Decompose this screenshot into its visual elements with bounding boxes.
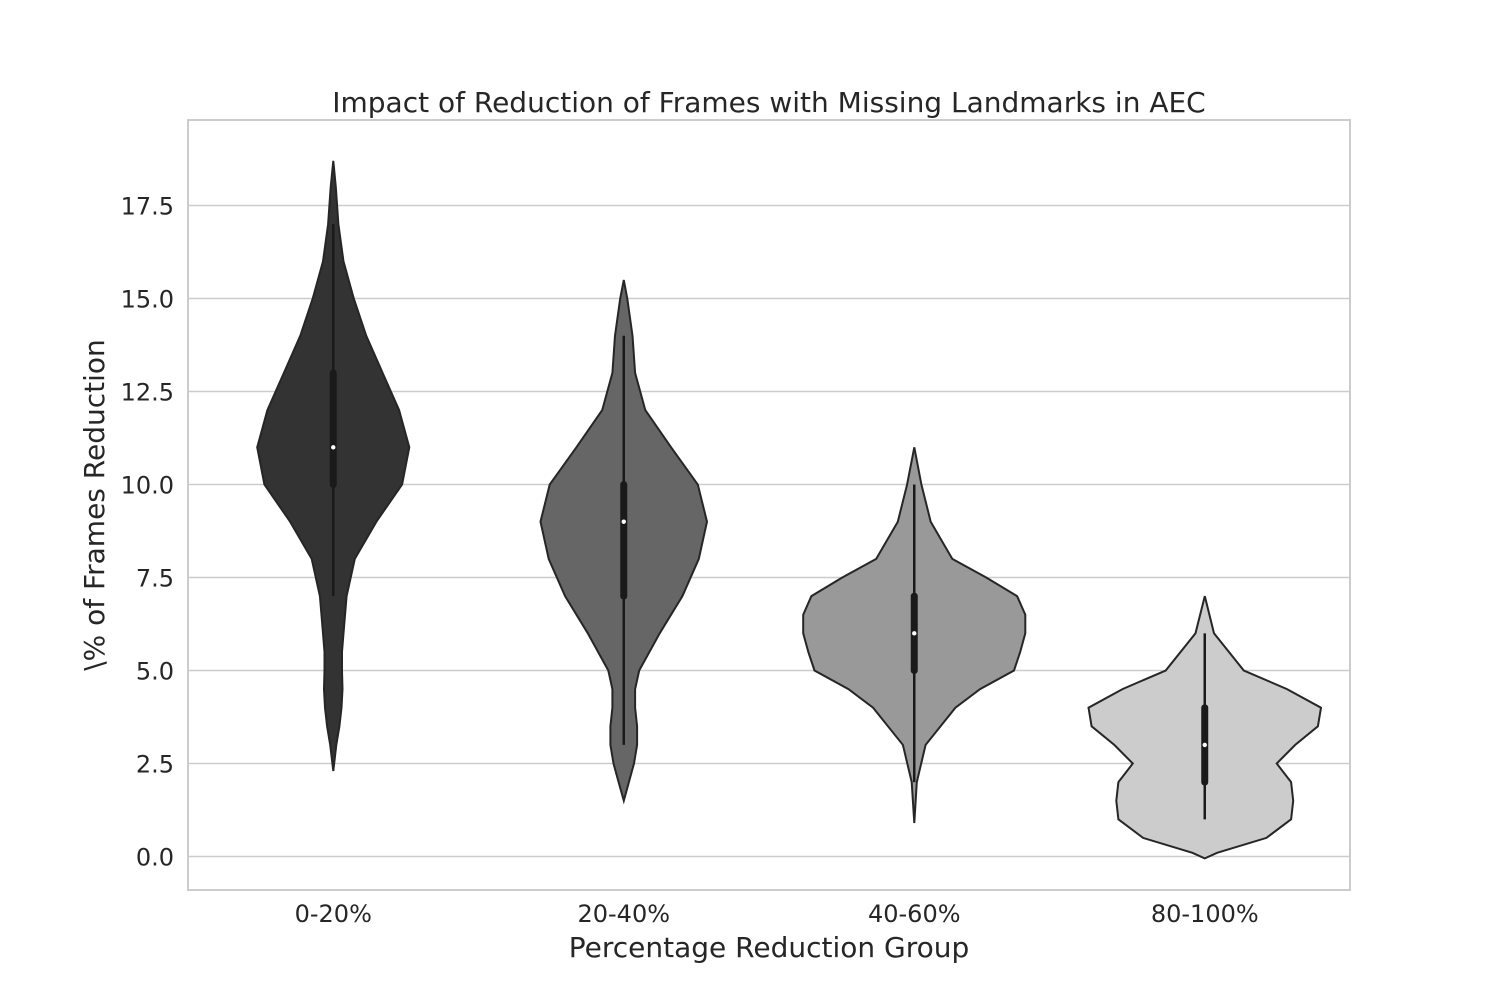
y-tick-label: 5.0 — [136, 658, 174, 686]
violin-3 — [802, 447, 1027, 824]
violin-1 — [256, 160, 411, 772]
y-tick-label: 17.5 — [121, 193, 174, 221]
violin-4 — [1087, 595, 1323, 860]
violin-median — [331, 445, 336, 450]
plot-frame — [187, 119, 1351, 891]
y-tick-labels: 0.0 2.5 5.0 7.5 10.0 12.5 15.0 17.5 — [121, 193, 174, 872]
violin-median — [621, 519, 626, 524]
violins — [256, 160, 1323, 860]
y-tick-label: 15.0 — [121, 286, 174, 314]
x-tick-label: 20-40% — [577, 900, 670, 928]
y-tick-label: 7.5 — [136, 565, 174, 593]
x-tick-label: 80-100% — [1151, 900, 1259, 928]
y-axis-label: \% of Frames Reduction — [78, 339, 111, 671]
violin-median — [1202, 742, 1207, 748]
violin-median — [912, 631, 917, 636]
x-tick-labels: 0-20% 20-40% 40-60% 80-100% — [295, 900, 1259, 928]
x-tick-label: 0-20% — [295, 900, 372, 928]
chart-title: Impact of Reduction of Frames with Missi… — [332, 86, 1205, 119]
y-tick-label: 12.5 — [121, 379, 174, 407]
x-axis-label: Percentage Reduction Group — [569, 931, 970, 964]
violin-2 — [539, 279, 709, 805]
y-tick-label: 0.0 — [136, 844, 174, 872]
y-tick-label: 10.0 — [121, 472, 174, 500]
x-tick-label: 40-60% — [868, 900, 961, 928]
y-tick-label: 2.5 — [136, 751, 174, 779]
